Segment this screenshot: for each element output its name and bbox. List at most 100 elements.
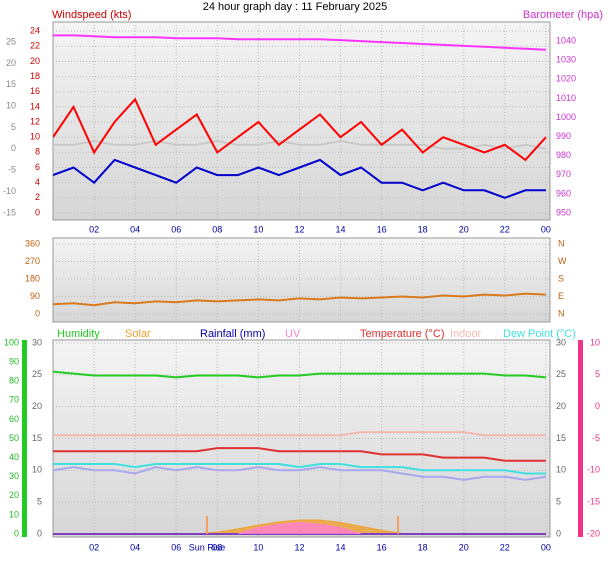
x-tick-label: 22: [500, 542, 510, 552]
y3-tick-label: -10: [3, 186, 16, 196]
y2-tick-label: E: [558, 291, 564, 301]
y-tick-label: 6: [35, 162, 40, 172]
y-tick-label: 360: [25, 238, 40, 248]
x-tick-label: 16: [377, 224, 387, 234]
y-tick-label: 30: [32, 337, 42, 347]
y3-tick-label: 20: [6, 58, 16, 68]
line: [53, 158, 546, 199]
y2-tick-label: S: [558, 273, 564, 283]
x-tick-label: 18: [418, 542, 428, 552]
y-tick-label: 8: [35, 147, 40, 157]
x-tick-label: 12: [294, 224, 304, 234]
y-tick-label: 20: [30, 56, 40, 66]
annotation: Sun Rise: [189, 542, 226, 552]
y2-tick-label: 980: [556, 150, 571, 160]
y-tick-label: 22: [30, 41, 40, 51]
y2-tick-label: 960: [556, 188, 571, 198]
y-tick-label: 25: [32, 369, 42, 379]
y2-tick-label: 25: [556, 369, 566, 379]
y3-tick-label: 0: [11, 143, 16, 153]
y3-tick-label: 40: [9, 452, 19, 462]
y-tick-label: 180: [25, 273, 40, 283]
line: [53, 463, 546, 475]
legend-label: Rainfall (mm): [200, 328, 265, 340]
line: [53, 466, 547, 481]
y2-tick-label: 1040: [556, 35, 576, 45]
y2-tick-label: 990: [556, 131, 571, 141]
y3-tick-label: 30: [9, 471, 19, 481]
y-tick-label: 0: [35, 207, 40, 217]
y-tick-label: 2: [35, 192, 40, 202]
plot-area: [52, 339, 551, 538]
y3-tick-label: 20: [9, 490, 19, 500]
line: [53, 370, 546, 379]
plot: [53, 340, 550, 537]
y-tick-label: 0: [37, 528, 42, 538]
x-tick-label: 10: [253, 224, 263, 234]
y2-tick-label: N: [558, 308, 565, 318]
y3-tick-label: -15: [3, 207, 16, 217]
y3-tick-label: 10: [6, 100, 16, 110]
y3-tick-label: 15: [6, 79, 16, 89]
legend-label: Solar: [125, 328, 151, 340]
y-axis-label: Windspeed (kts): [52, 9, 131, 21]
chart-title: 24 hour graph day : 11 February 2025: [203, 1, 387, 13]
line: [53, 139, 547, 150]
y3-tick-label: 80: [9, 376, 19, 386]
y-tick-label: 20: [32, 401, 42, 411]
legend-label: Temperature (°C): [360, 328, 444, 340]
y2-tick-label: 1010: [556, 93, 576, 103]
y3-tick-label: 5: [11, 122, 16, 132]
y4-tick-label: -15: [587, 497, 600, 507]
y4-tick-label: 0: [595, 401, 600, 411]
y-tick-label: 12: [30, 116, 40, 126]
y4-tick-label: 10: [590, 337, 600, 347]
y3-tick-label: 90: [9, 356, 19, 366]
line: [53, 447, 546, 462]
x-tick-label: 18: [418, 224, 428, 234]
y3-tick-label: 0: [14, 528, 19, 538]
area: [53, 521, 546, 535]
y3-tick-label: 10: [9, 509, 19, 519]
x-tick-label: 06: [171, 542, 181, 552]
line: [53, 431, 546, 437]
y-tick-label: 270: [25, 256, 40, 266]
y-tick-label: 14: [30, 101, 40, 111]
x-tick-label: 04: [130, 224, 140, 234]
y3-tick-label: 50: [9, 433, 19, 443]
y-tick-label: 10: [30, 132, 40, 142]
y3-tick-label: -5: [8, 165, 16, 175]
x-tick-label: 10: [253, 542, 263, 552]
y2-tick-label: 20: [556, 401, 566, 411]
y2-tick-label: 1020: [556, 74, 576, 84]
y-tick-label: 15: [32, 433, 42, 443]
y-tick-label: 10: [32, 465, 42, 475]
y4-tick-label: -5: [592, 433, 600, 443]
y4-tick-label: -20: [587, 528, 600, 538]
humidity-axis-bar: [22, 340, 27, 537]
y3-tick-label: 60: [9, 414, 19, 424]
temp-axis-bar: [578, 340, 583, 537]
y2-tick-label: 15: [556, 433, 566, 443]
x-tick-label: 00: [541, 542, 551, 552]
x-tick-label: 14: [336, 224, 346, 234]
y-tick-label: 24: [30, 25, 40, 35]
y2-tick-label: 970: [556, 169, 571, 179]
y3-tick-label: 70: [9, 395, 19, 405]
line: [53, 97, 547, 162]
y4-tick-label: -10: [587, 465, 600, 475]
y2-tick-label: 5: [556, 497, 561, 507]
y2-tick-label: 1030: [556, 55, 576, 65]
y-tick-label: 0: [35, 308, 40, 318]
x-tick-label: 14: [336, 542, 346, 552]
y3-tick-label: 25: [6, 36, 16, 46]
y-tick-label: 5: [37, 497, 42, 507]
x-tick-label: 20: [459, 542, 469, 552]
y2-tick-label: W: [558, 256, 567, 266]
x-tick-label: 12: [294, 542, 304, 552]
x-tick-label: 02: [89, 224, 99, 234]
y3-tick-label: 100: [4, 337, 19, 347]
plot: [53, 22, 550, 220]
y2-tick-label: 10: [556, 465, 566, 475]
